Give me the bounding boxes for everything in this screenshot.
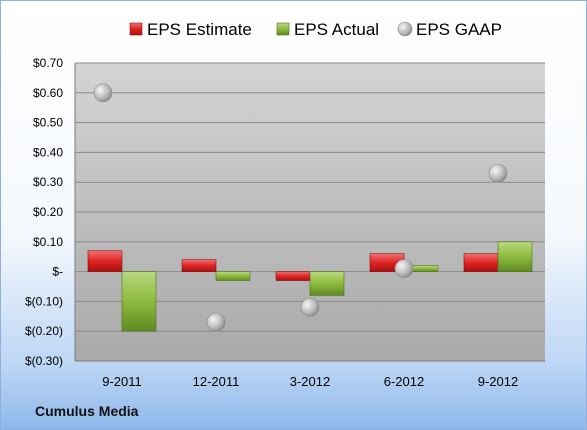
y-tick-label: $- bbox=[52, 265, 63, 279]
y-tick-label: $(0.30) bbox=[25, 354, 63, 368]
y-tick-label: $0.70 bbox=[33, 56, 63, 70]
x-tick-label: 9-2011 bbox=[102, 374, 142, 389]
y-tick-label: $0.20 bbox=[33, 205, 63, 219]
x-tick-label: 6-2012 bbox=[384, 374, 424, 389]
legend-swatch bbox=[129, 22, 143, 36]
point-eps-gaap bbox=[93, 83, 113, 103]
y-tick-label: $(0.10) bbox=[25, 294, 63, 308]
y-tick-label: $0.50 bbox=[33, 116, 63, 130]
company-name: Cumulus Media bbox=[35, 403, 139, 419]
bar-eps-estimate bbox=[463, 253, 499, 272]
bar-eps-actual bbox=[497, 241, 533, 272]
bar-eps-actual bbox=[309, 271, 345, 296]
y-tick-label: $0.60 bbox=[33, 86, 63, 100]
bar-eps-actual bbox=[215, 271, 251, 281]
point-eps-gaap bbox=[394, 259, 414, 278]
point-eps-gaap bbox=[488, 163, 508, 183]
point-eps-gaap bbox=[300, 298, 320, 317]
y-tick-label: $0.30 bbox=[33, 175, 63, 189]
bar-eps-estimate bbox=[87, 250, 123, 272]
bar-eps-estimate bbox=[181, 259, 217, 272]
bar-eps-estimate bbox=[275, 271, 311, 281]
legend-label: EPS Estimate bbox=[147, 20, 252, 39]
legend-label: EPS GAAP bbox=[416, 20, 502, 39]
y-tick-label: $0.10 bbox=[33, 235, 63, 249]
y-tick-label: $0.40 bbox=[33, 145, 63, 159]
x-tick-label: 3-2012 bbox=[290, 374, 330, 389]
bar-eps-actual bbox=[121, 271, 157, 332]
legend-swatch bbox=[276, 22, 290, 36]
legend-label: EPS Actual bbox=[294, 20, 379, 39]
x-tick-label: 12-2011 bbox=[193, 374, 240, 389]
point-eps-gaap bbox=[206, 312, 226, 332]
legend-swatch bbox=[397, 21, 413, 37]
x-tick-label: 9-2012 bbox=[478, 374, 518, 389]
y-tick-label: $(0.20) bbox=[25, 324, 63, 338]
